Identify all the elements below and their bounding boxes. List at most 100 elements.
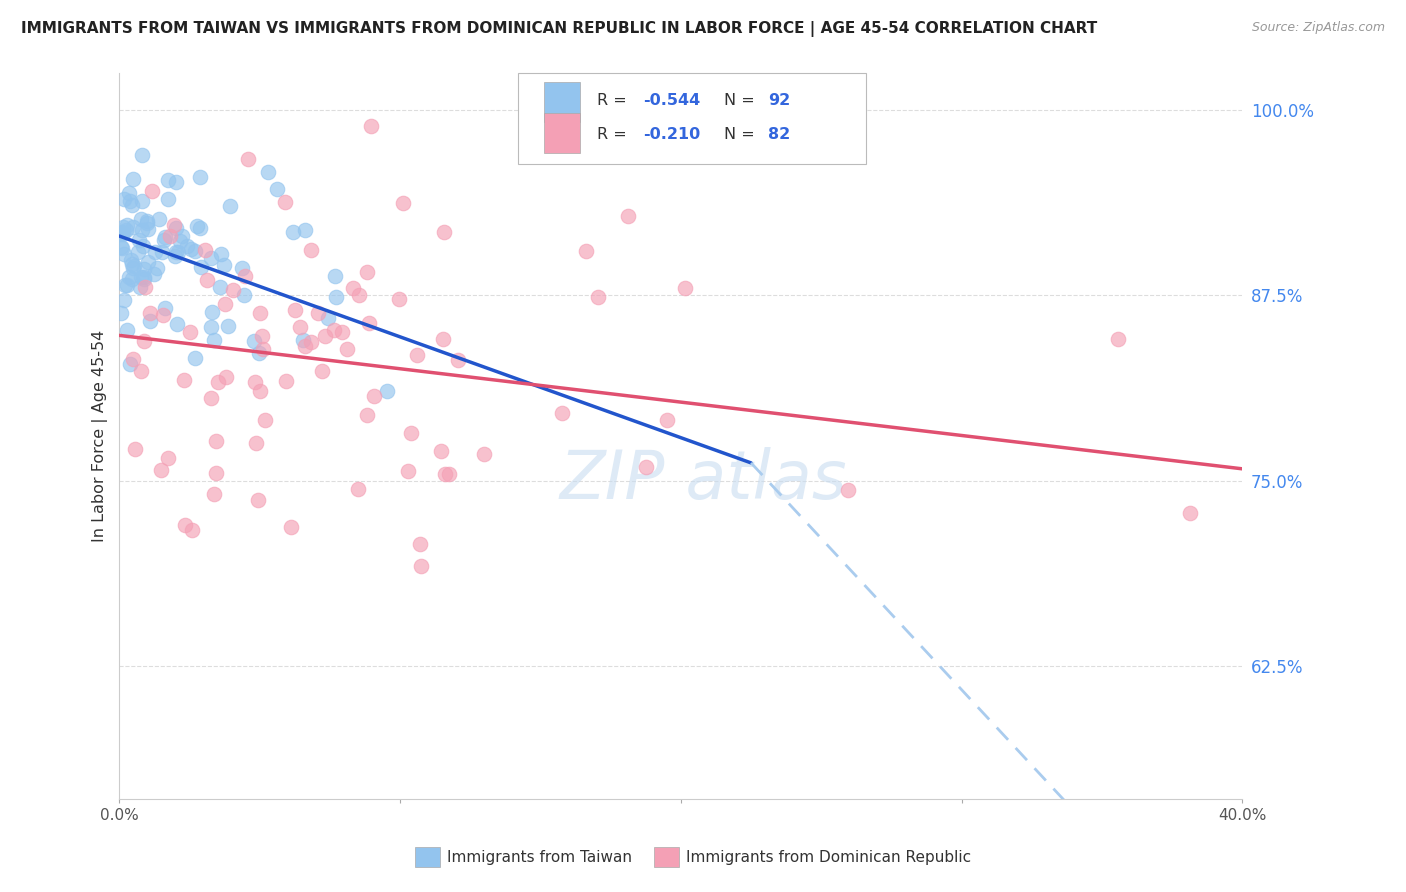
Point <box>214 370 236 384</box>
Point <box>837 483 859 497</box>
Point <box>243 375 266 389</box>
Point <box>200 320 222 334</box>
Text: Immigrants from Dominican Republic: Immigrants from Dominican Republic <box>686 850 972 864</box>
Point <box>190 260 212 274</box>
Point <box>120 253 142 268</box>
Point <box>250 328 273 343</box>
Point <box>131 363 153 377</box>
Point <box>122 259 145 273</box>
Point <box>132 271 155 285</box>
Point <box>179 325 201 339</box>
Y-axis label: In Labor Force | Age 45-54: In Labor Force | Age 45-54 <box>93 330 108 542</box>
Point <box>360 120 382 134</box>
Point <box>222 283 245 297</box>
Point <box>194 243 217 257</box>
Point <box>245 436 267 450</box>
Point <box>188 221 211 235</box>
Point <box>131 223 153 237</box>
Point <box>139 313 162 327</box>
Point <box>155 230 177 244</box>
Point <box>132 334 155 348</box>
Text: R =: R = <box>596 93 631 108</box>
Point <box>110 306 132 320</box>
Point <box>432 332 454 346</box>
Point <box>212 258 235 272</box>
Point <box>117 323 139 337</box>
Point <box>173 373 195 387</box>
Point <box>112 192 135 206</box>
Point <box>363 389 385 403</box>
Point <box>243 334 266 348</box>
Point <box>143 267 166 281</box>
Point <box>117 278 139 293</box>
Point <box>409 536 432 550</box>
Point <box>156 173 179 187</box>
Point <box>150 463 173 477</box>
Point <box>122 352 145 367</box>
Text: N =: N = <box>724 93 759 108</box>
Point <box>112 219 135 234</box>
Point <box>347 482 370 496</box>
Point <box>1178 507 1201 521</box>
Point <box>409 559 432 574</box>
Point <box>284 303 307 318</box>
Point <box>254 413 277 427</box>
Point <box>124 442 146 456</box>
Point <box>112 293 135 308</box>
Point <box>134 280 156 294</box>
Point <box>575 244 598 259</box>
Point <box>121 272 143 286</box>
FancyBboxPatch shape <box>517 73 866 164</box>
Point <box>181 523 204 537</box>
Point <box>208 280 231 294</box>
Point <box>330 325 353 339</box>
Point <box>143 245 166 260</box>
Point <box>180 243 202 257</box>
Point <box>307 306 329 320</box>
Point <box>236 152 259 166</box>
Point <box>121 257 143 271</box>
Point <box>357 316 380 330</box>
Point <box>294 223 316 237</box>
Point <box>111 225 134 239</box>
Text: Immigrants from Taiwan: Immigrants from Taiwan <box>447 850 633 864</box>
Point <box>157 193 180 207</box>
Point <box>247 345 270 359</box>
Point <box>472 447 495 461</box>
Point <box>122 219 145 234</box>
Point <box>152 308 174 322</box>
Point <box>375 384 398 398</box>
Point <box>166 317 188 331</box>
Point <box>429 443 451 458</box>
Point <box>356 409 378 423</box>
Point <box>136 254 159 268</box>
Text: Source: ZipAtlas.com: Source: ZipAtlas.com <box>1251 21 1385 34</box>
Point <box>131 239 153 253</box>
Point <box>252 343 274 357</box>
Point <box>153 233 176 247</box>
Text: IMMIGRANTS FROM TAIWAN VS IMMIGRANTS FROM DOMINICAN REPUBLIC IN LABOR FORCE | AG: IMMIGRANTS FROM TAIWAN VS IMMIGRANTS FRO… <box>21 21 1097 37</box>
FancyBboxPatch shape <box>544 113 579 153</box>
Point <box>673 281 696 295</box>
Point <box>139 306 162 320</box>
Point <box>323 323 346 337</box>
Point <box>202 487 225 501</box>
Point <box>176 239 198 253</box>
Text: R =: R = <box>596 128 631 142</box>
Point <box>294 339 316 353</box>
Point <box>163 249 186 263</box>
Point <box>617 209 640 223</box>
Point <box>165 245 187 260</box>
Point <box>204 333 226 347</box>
Point <box>634 460 657 475</box>
Point <box>129 270 152 285</box>
Point <box>110 227 132 241</box>
Point <box>118 186 141 201</box>
Point <box>165 221 187 235</box>
Point <box>586 290 609 304</box>
Point <box>127 244 149 259</box>
Point <box>292 333 315 347</box>
Point <box>205 434 228 448</box>
Point <box>141 185 163 199</box>
Point <box>281 225 304 239</box>
